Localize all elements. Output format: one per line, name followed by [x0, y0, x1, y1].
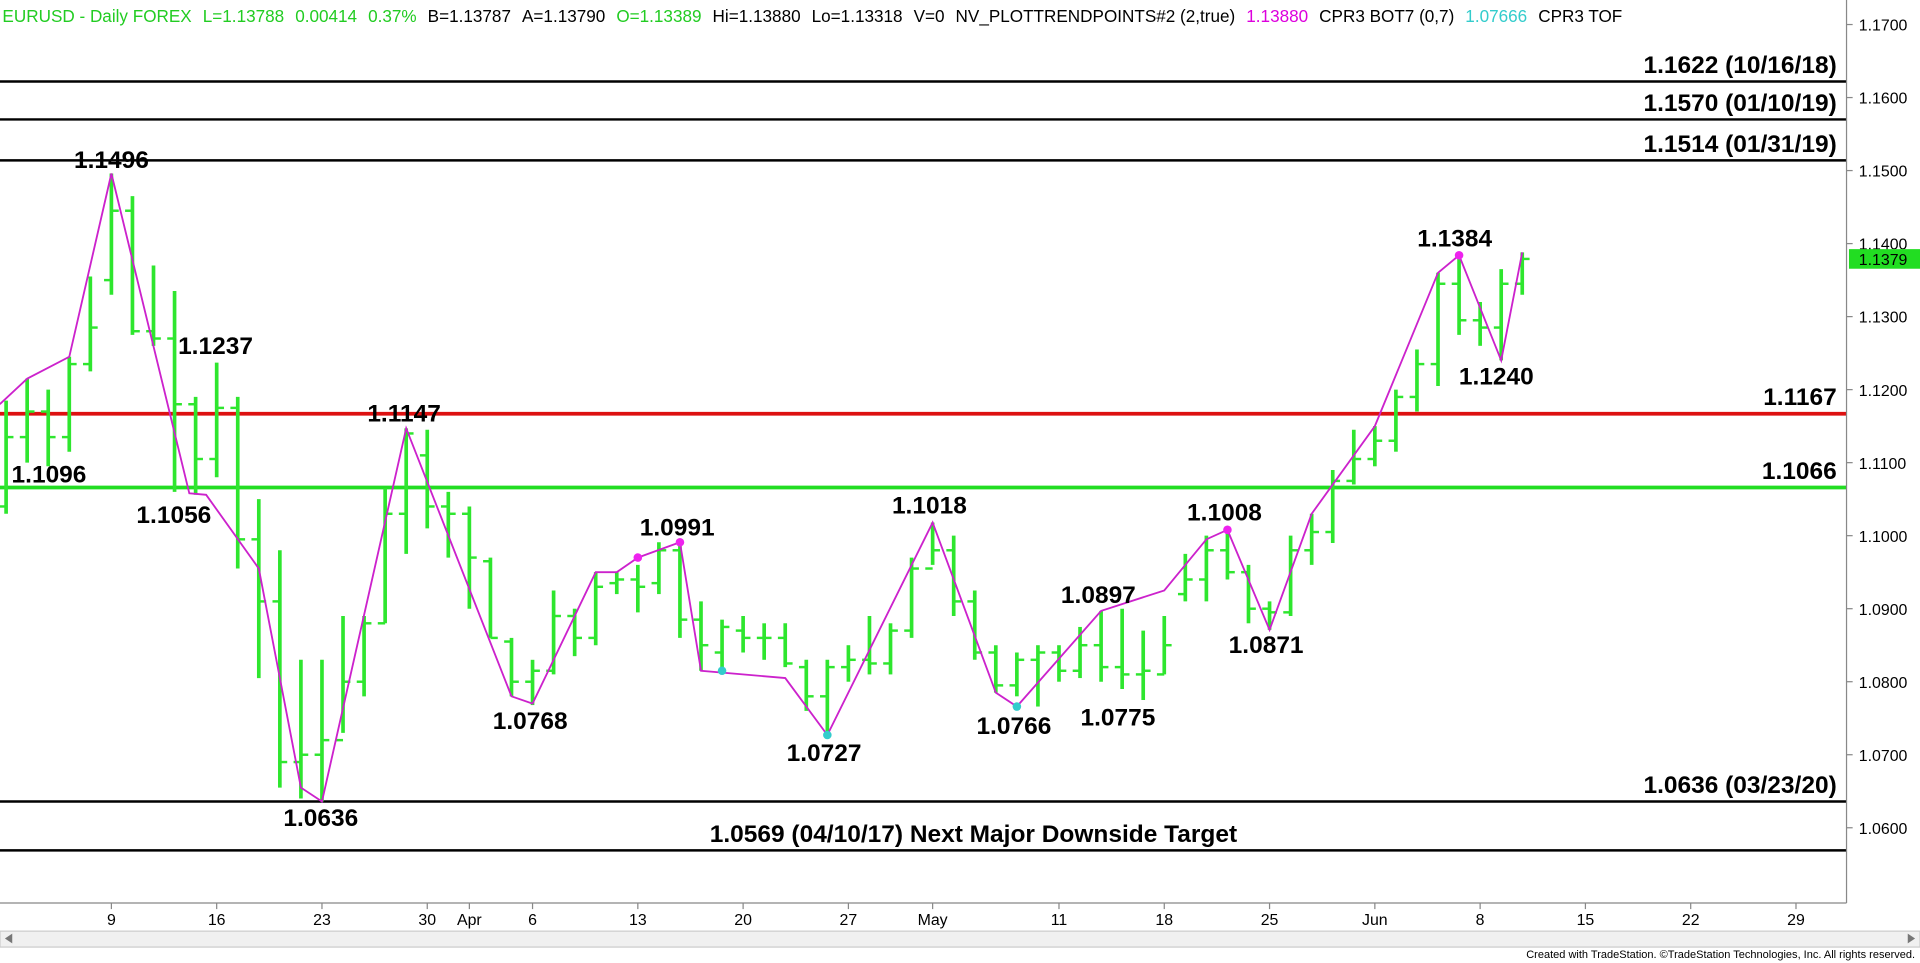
trend-line — [0, 173, 1524, 803]
plot-area: 1.1622 (10/16/18) 1.1570 (01/10/19) 1.1514… — [0, 52, 1847, 852]
pivot-label: 1.0897 — [1061, 582, 1136, 609]
trend-point — [1012, 702, 1022, 711]
x-tick-label: 27 — [840, 912, 858, 929]
scrollbar[interactable] — [0, 930, 1920, 948]
pivot-label: 1.1384 — [1417, 225, 1492, 252]
pivot-label: 1.0991 — [640, 514, 715, 541]
x-tick-label: 30 — [418, 912, 436, 929]
x-tick-label: 13 — [629, 912, 647, 929]
header-item: Hi=1.13880 — [713, 6, 801, 26]
header-item: V=0 — [914, 6, 945, 26]
trend-point — [823, 730, 832, 740]
pivot-label: 1.0636 — [283, 805, 358, 832]
trend-point — [1454, 250, 1464, 260]
y-tick-label: 1.0900 — [1859, 602, 1908, 619]
pivot-label: 1.0775 — [1081, 704, 1156, 731]
x-tick-label: 16 — [208, 912, 226, 929]
x-tick-label: 9 — [107, 912, 116, 929]
x-tick-label: Jun — [1362, 912, 1388, 929]
header-item: EURUSD - Daily FOREX — [2, 6, 192, 26]
x-tick-label: 8 — [1476, 912, 1485, 929]
trend-point — [1223, 525, 1232, 535]
trend-point — [675, 537, 685, 547]
level-label: 1.1066 — [1762, 458, 1837, 485]
header-item: O=1.13389 — [616, 6, 701, 26]
header-item: Lo=1.13318 — [812, 6, 903, 26]
level-label: 1.0569 (04/10/17) Next Major Downside Ta… — [710, 821, 1237, 848]
x-tick-label: Apr — [457, 912, 482, 929]
header-item: 0.00414 — [295, 6, 357, 26]
x-tick-label: 6 — [528, 912, 537, 929]
scroll-right[interactable] — [1907, 933, 1916, 944]
y-tick-label: 1.1100 — [1859, 456, 1907, 473]
x-tick-label: 29 — [1787, 912, 1805, 929]
header-item: CPR3 TOF — [1538, 6, 1622, 26]
last-price-box — [1848, 249, 1920, 269]
pivot-label: 1.0768 — [493, 708, 568, 735]
header-item: A=1.13790 — [522, 6, 605, 26]
header-item: 0.37% — [368, 6, 417, 26]
y-tick-label: 1.1300 — [1859, 310, 1908, 327]
y-tick-label: 1.0700 — [1859, 748, 1908, 765]
pivot-label: 1.1056 — [136, 502, 211, 529]
pivot-label: 1.1237 — [178, 333, 253, 360]
x-tick-label: May — [918, 912, 948, 929]
y-tick-label: 1.1500 — [1859, 164, 1908, 181]
pivot-label: 1.0766 — [976, 713, 1051, 740]
level-label: 1.1514 (01/31/19) — [1643, 131, 1836, 158]
level-label: 1.1622 (10/16/18) — [1643, 52, 1836, 79]
y-tick-label: 1.1600 — [1859, 91, 1908, 108]
y-tick-label: 1.0800 — [1859, 675, 1908, 692]
header-item: L=1.13788 — [203, 6, 284, 26]
scroll-left[interactable] — [4, 933, 13, 944]
y-tick-label: 1.1000 — [1859, 529, 1908, 546]
pivot-label: 1.1147 — [367, 400, 441, 427]
pivot-label: 1.1240 — [1459, 364, 1534, 391]
x-tick-label: 18 — [1155, 912, 1173, 929]
pivot-label: 1.1008 — [1187, 500, 1262, 527]
x-tick-label: 11 — [1051, 912, 1068, 929]
pivot-label: 1.1496 — [74, 147, 149, 174]
level-label: 1.1570 (01/10/19) — [1643, 90, 1836, 117]
x-tick-label: 23 — [313, 912, 331, 929]
y-tick-label: 1.1200 — [1859, 383, 1908, 400]
trend-point — [717, 666, 727, 676]
x-tick-label: 15 — [1577, 912, 1595, 929]
footer: Created with TradeStation. ©TradeStation… — [1526, 949, 1915, 961]
header-item: 1.07666 — [1465, 6, 1527, 26]
header-item: 1.13880 — [1246, 6, 1308, 26]
pivot-label: 1.1096 — [12, 462, 87, 489]
x-tick-label: 22 — [1682, 912, 1700, 929]
trend-point — [633, 553, 643, 562]
header-item: B=1.13787 — [428, 6, 511, 26]
x-tick-label: 20 — [734, 912, 752, 929]
level-label: 1.1167 — [1763, 384, 1837, 411]
x-tick-label: 25 — [1261, 912, 1279, 929]
header: EURUSD - Daily FOREX L=1.13788 0.00414 0.37… — [2, 6, 1622, 26]
header-item: NV_PLOTTRENDPOINTS#2 (2,true) — [956, 6, 1236, 26]
header-item: CPR3 BOT7 (0,7) — [1319, 6, 1454, 26]
y-tick-label: 1.0600 — [1859, 821, 1908, 838]
pivot-label: 1.1018 — [892, 492, 967, 519]
last-price-label: 1.1379 — [1859, 252, 1908, 269]
y-tick-label: 1.1700 — [1859, 18, 1908, 35]
pivot-label: 1.0727 — [787, 740, 862, 767]
pivot-label: 1.0871 — [1229, 632, 1304, 659]
level-label: 1.0636 (03/23/20) — [1643, 772, 1836, 799]
